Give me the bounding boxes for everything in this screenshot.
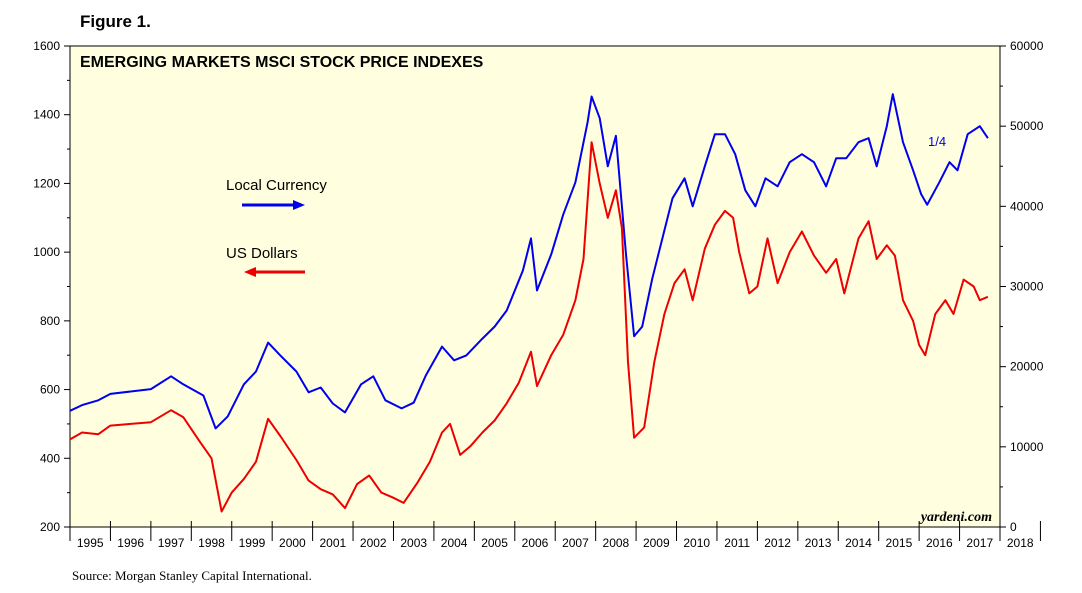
left-axis: 200 400 600 800 1000 1200 1400 1600 <box>33 39 70 534</box>
source-note: Source: Morgan Stanley Capital Internati… <box>72 568 312 583</box>
left-tick-label: 1400 <box>33 108 60 122</box>
year-label: 2002 <box>360 536 387 550</box>
legend-arrow-right-icon <box>242 200 305 210</box>
year-label: 2018 <box>1007 536 1034 550</box>
year-label: 2014 <box>845 536 872 550</box>
year-label: 2006 <box>522 536 549 550</box>
x-axis: 1995 1996 1997 1998 1999 2000 2001 2002 2003 2004… <box>69 521 1041 550</box>
right-tick-label: 30000 <box>1010 280 1044 294</box>
left-tick-label: 1200 <box>33 176 60 190</box>
legend-label-local-currency: Local Currency <box>226 177 327 194</box>
right-axis: 0 10000 20000 30000 40000 50000 60000 <box>1000 39 1044 534</box>
right-tick-label: 20000 <box>1010 360 1044 374</box>
year-label: 2000 <box>279 536 306 550</box>
year-label: 2017 <box>966 536 993 550</box>
year-label: 1996 <box>117 536 144 550</box>
year-label: 2009 <box>643 536 670 550</box>
left-tick-label: 1600 <box>33 39 60 53</box>
right-tick-label: 50000 <box>1010 119 1044 133</box>
year-label: 2001 <box>319 536 346 550</box>
year-label: 2010 <box>683 536 710 550</box>
legend-label-us-dollars: US Dollars <box>226 245 298 262</box>
left-tick-label: 1000 <box>33 245 60 259</box>
right-tick-label: 40000 <box>1010 199 1044 213</box>
year-label: 2013 <box>805 536 832 550</box>
year-label: 2015 <box>886 536 913 550</box>
right-tick-label: 60000 <box>1010 39 1044 53</box>
left-tick-label: 600 <box>40 383 60 397</box>
year-label: 1995 <box>77 536 104 550</box>
credit-text: yardeni.com <box>919 510 992 525</box>
series-line-us-dollars <box>69 141 989 513</box>
year-label: 2011 <box>724 536 750 550</box>
right-tick-label: 0 <box>1010 520 1017 534</box>
year-label: 2004 <box>441 536 468 550</box>
year-label: 2012 <box>764 536 791 550</box>
right-tick-label: 10000 <box>1010 440 1044 454</box>
year-label: 2005 <box>481 536 508 550</box>
figure-label: Figure 1. <box>80 12 151 31</box>
chart-title: EMERGING MARKETS MSCI STOCK PRICE INDEXE… <box>80 54 484 71</box>
legend-arrow-left-icon <box>244 267 305 277</box>
year-label: 2003 <box>400 536 427 550</box>
series-line-local-currency <box>69 93 989 430</box>
legend: Local Currency US Dollars <box>226 177 327 277</box>
year-label: 1999 <box>239 536 266 550</box>
year-label: 2008 <box>603 536 630 550</box>
left-tick-label: 400 <box>40 451 60 465</box>
year-label: 2007 <box>562 536 589 550</box>
year-label: 2016 <box>926 536 953 550</box>
left-tick-label: 800 <box>40 314 60 328</box>
series-lines <box>69 93 989 513</box>
end-annotation: 1/4 <box>928 134 946 149</box>
year-label: 1998 <box>198 536 225 550</box>
year-label: 1997 <box>158 536 185 550</box>
left-tick-label: 200 <box>40 520 60 534</box>
